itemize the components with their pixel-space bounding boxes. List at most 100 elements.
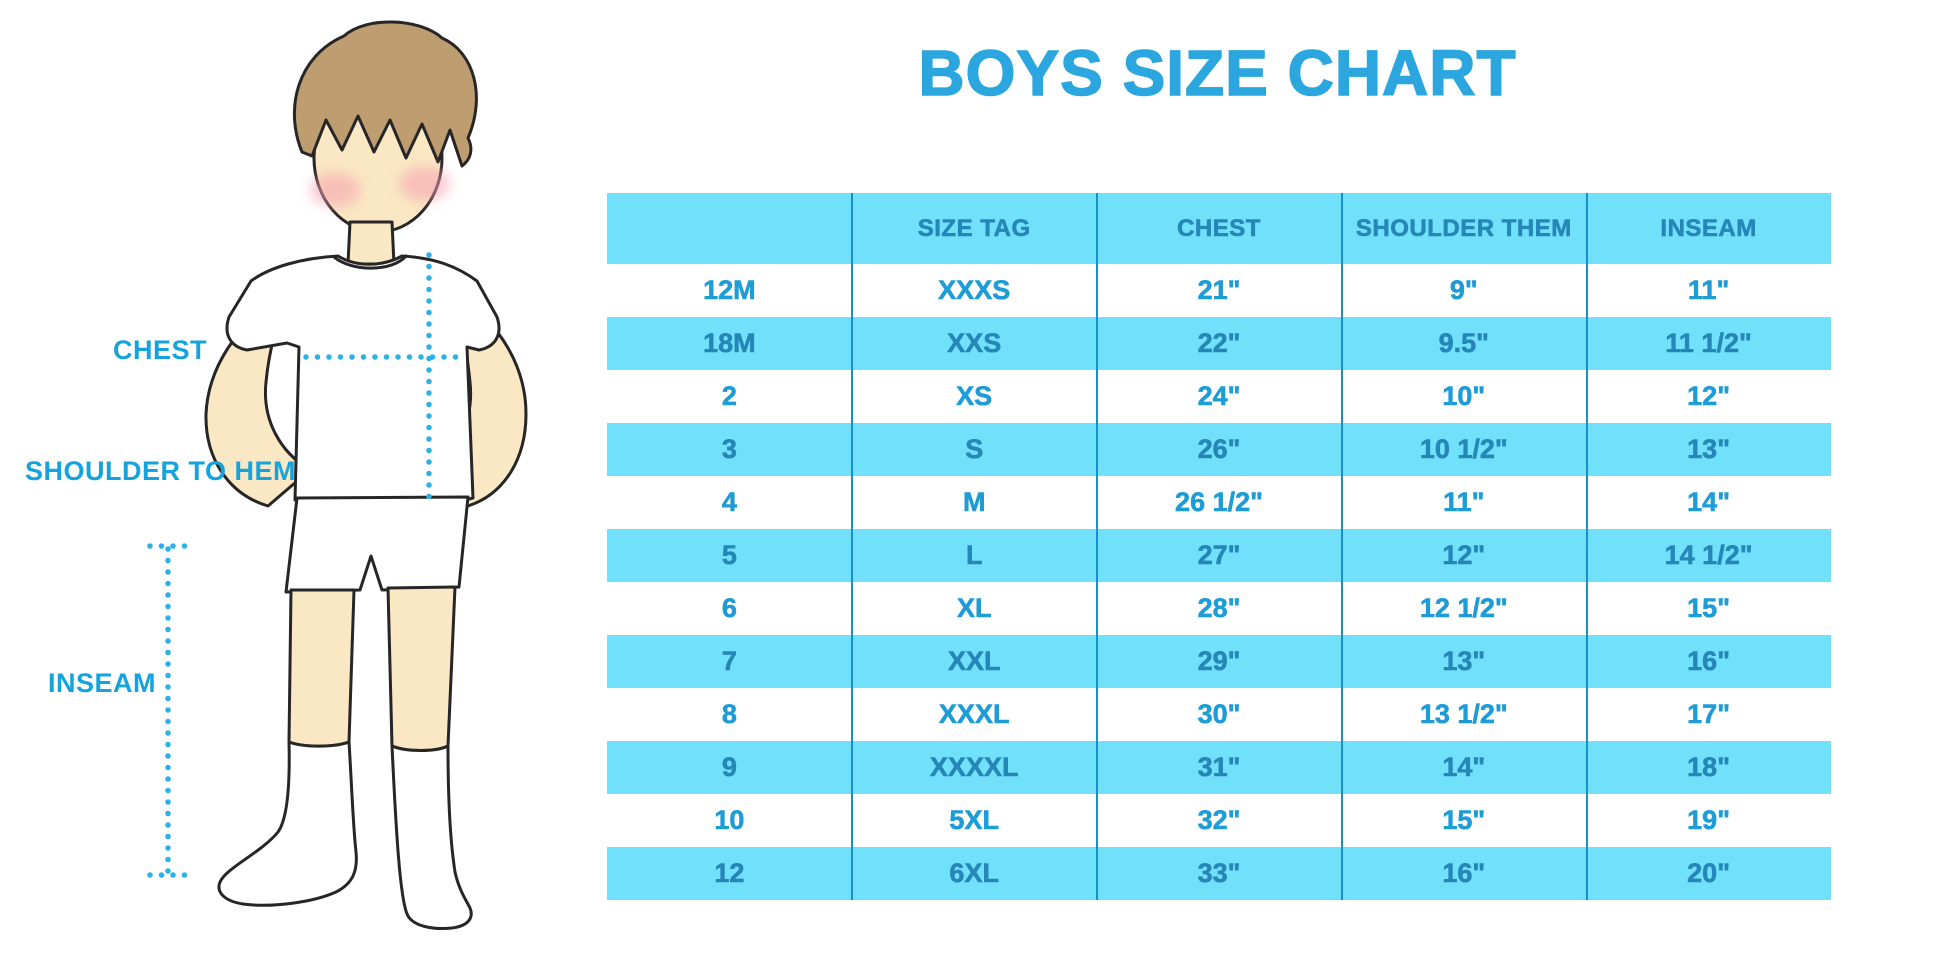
table-cell: 24" xyxy=(1197,381,1241,412)
table-cell: L xyxy=(965,540,983,571)
table-cell: XXXS xyxy=(938,275,1011,306)
table-cell: 6XL xyxy=(949,858,999,889)
table-cell: 11" xyxy=(1443,487,1485,518)
table-cell: 21" xyxy=(1197,275,1241,306)
table-cell: 26" xyxy=(1197,434,1241,465)
header-cell-size xyxy=(607,193,852,264)
table-cell: 22" xyxy=(1197,328,1241,359)
table-cell: 18M xyxy=(703,328,756,359)
table-cell: 16" xyxy=(1442,858,1486,889)
table-cell: 26 1/2" xyxy=(1175,487,1263,518)
table-cell: 9.5" xyxy=(1438,328,1489,359)
table-cell: 4 xyxy=(721,487,738,518)
table-cell: 13" xyxy=(1687,434,1730,465)
boy-right-sock xyxy=(390,744,473,930)
table-row: 7 XXL 29" 13" 16" xyxy=(607,635,1831,688)
blush-right xyxy=(400,167,450,201)
boy-hair xyxy=(292,20,478,168)
table-cell: 14" xyxy=(1687,487,1730,518)
table-cell: 16" xyxy=(1687,646,1730,677)
chest-label: CHEST xyxy=(112,335,207,365)
table-cell: 14 1/2" xyxy=(1664,540,1753,571)
table-row: 5 L 27" 12" 14 1/2" xyxy=(607,529,1831,582)
table-cell: XL xyxy=(956,593,992,624)
boy-illustration xyxy=(147,20,528,930)
table-cell: 11" xyxy=(1687,275,1730,306)
header-cell-inseam: INSEAM xyxy=(1660,214,1757,242)
table-row: 12 6XL 33" 16" 20" xyxy=(607,847,1831,900)
table-row: 18M XXS 22" 9.5" 11 1/2" xyxy=(607,317,1831,370)
table-row: 3 S 26" 10 1/2" 13" xyxy=(607,423,1831,476)
size-table: SIZE TAG CHEST SHOULDER THEM INSEAM 12M X… xyxy=(607,193,1831,900)
shoulder-to-hem-label: SHOULDER TO HEM xyxy=(25,456,297,486)
column-divider xyxy=(1586,193,1588,900)
measurement-figure: CHEST SHOULDER TO HEM INSEAM xyxy=(0,0,560,973)
table-cell: 5 xyxy=(721,540,738,571)
table-row: 4 M 26 1/2" 11" 14" xyxy=(607,476,1831,529)
table-cell: 33" xyxy=(1197,858,1241,889)
table-cell: XS xyxy=(956,381,993,412)
table-cell: 7 xyxy=(721,646,738,677)
table-cell: XXL xyxy=(947,646,1001,677)
table-header-row: SIZE TAG CHEST SHOULDER THEM INSEAM xyxy=(607,193,1831,264)
header-cell-size-tag: SIZE TAG xyxy=(917,214,1031,242)
header-cell-chest: CHEST xyxy=(1177,214,1261,242)
table-cell: S xyxy=(965,434,984,465)
table-cell: 12 1/2" xyxy=(1419,593,1508,624)
table-cell: 11 1/2" xyxy=(1665,328,1752,359)
table-cell: 2 xyxy=(721,381,738,412)
table-row: 8 XXXL 30" 13 1/2" 17" xyxy=(607,688,1831,741)
boy-left-sock xyxy=(217,740,358,907)
column-divider xyxy=(1096,193,1098,900)
table-cell: 9 xyxy=(721,752,738,783)
boy-shorts xyxy=(284,495,470,594)
boy-neck xyxy=(346,220,396,266)
table-cell: 20" xyxy=(1687,858,1730,889)
tshirt-neckline xyxy=(332,254,408,270)
header-cell-shoulder: SHOULDER THEM xyxy=(1355,214,1572,242)
boy-left-arm xyxy=(204,298,312,508)
table-cell: 13 1/2" xyxy=(1419,699,1508,730)
table-cell: 13" xyxy=(1442,646,1486,677)
column-divider xyxy=(1341,193,1343,900)
inseam-label: INSEAM xyxy=(47,668,156,698)
table-cell: 12M xyxy=(703,275,756,306)
column-divider xyxy=(851,193,853,900)
table-cell: 19" xyxy=(1687,805,1730,836)
table-cell: 32" xyxy=(1197,805,1241,836)
table-row: 2 XS 24" 10" 12" xyxy=(607,370,1831,423)
table-cell: M xyxy=(962,487,986,518)
table-cell: 18" xyxy=(1687,752,1730,783)
table-body: 12M XXXS 21" 9" 11" 18M XXS 22" 9.5" 11 1/2" 2 XS 24… xyxy=(607,264,1831,900)
table-cell: 8 xyxy=(721,699,738,730)
table-cell: 28" xyxy=(1197,593,1241,624)
table-cell: 14" xyxy=(1442,752,1486,783)
table-cell: 10 xyxy=(714,805,745,836)
page-title: BOYS SIZE CHART xyxy=(918,36,1517,110)
table-row: 9 XXXXL 31" 14" 18" xyxy=(607,741,1831,794)
table-cell: 29" xyxy=(1197,646,1241,677)
table-cell: 17" xyxy=(1687,699,1730,730)
boy-left-leg xyxy=(287,588,356,748)
table-cell: 6 xyxy=(721,593,738,624)
table-cell: 12 xyxy=(714,858,745,889)
table-row: 12M XXXS 21" 9" 11" xyxy=(607,264,1831,317)
blush-left xyxy=(310,173,360,207)
table-cell: XXXL xyxy=(938,699,1010,730)
table-row: 6 XL 28" 12 1/2" 15" xyxy=(607,582,1831,635)
table-cell: XXS xyxy=(947,328,1002,359)
table-cell: 3 xyxy=(721,434,738,465)
boy-right-leg xyxy=(386,585,457,752)
table-cell: 10" xyxy=(1442,381,1486,412)
table-cell: 12" xyxy=(1442,540,1486,571)
table-cell: 12" xyxy=(1687,381,1730,412)
table-cell: 31" xyxy=(1197,752,1241,783)
table-cell: 15" xyxy=(1687,593,1730,624)
table-cell: 10 1/2" xyxy=(1419,434,1508,465)
table-cell: 15" xyxy=(1442,805,1486,836)
table-cell: 9" xyxy=(1449,275,1478,306)
table-cell: 5XL xyxy=(949,805,999,836)
table-row: 10 5XL 32" 15" 19" xyxy=(607,794,1831,847)
table-cell: 30" xyxy=(1197,699,1241,730)
